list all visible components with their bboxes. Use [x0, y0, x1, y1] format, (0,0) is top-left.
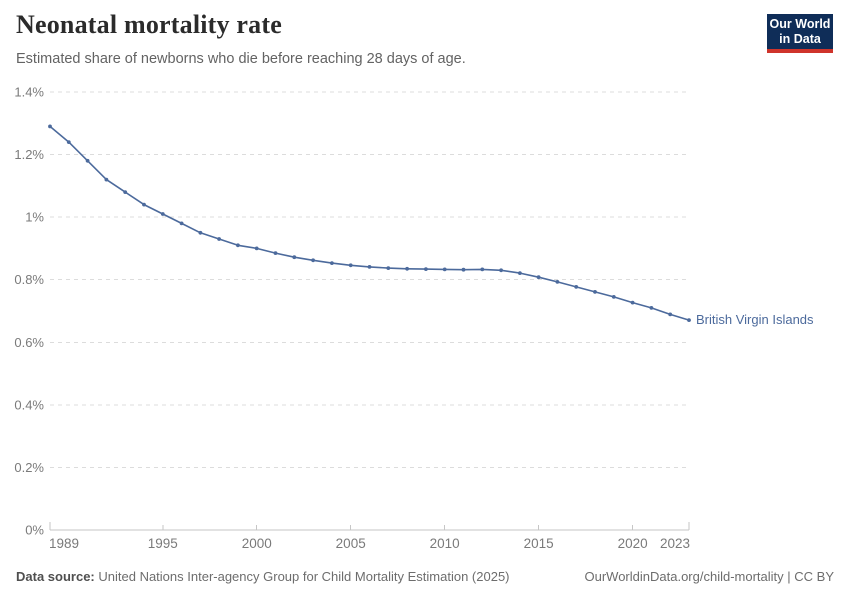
- data-point[interactable]: [593, 290, 597, 294]
- data-point[interactable]: [123, 190, 128, 195]
- data-point[interactable]: [348, 263, 353, 268]
- data-source-text: United Nations Inter-agency Group for Ch…: [98, 569, 510, 584]
- data-point[interactable]: [630, 300, 635, 305]
- data-point[interactable]: [424, 267, 428, 271]
- y-tick-label: 1.2%: [14, 147, 44, 162]
- y-tick-label: 0.4%: [14, 397, 44, 412]
- data-point[interactable]: [179, 221, 184, 226]
- x-tick-label: 2020: [618, 536, 648, 551]
- data-line[interactable]: [49, 125, 690, 321]
- data-point[interactable]: [217, 237, 222, 241]
- data-point[interactable]: [311, 258, 315, 263]
- data-point[interactable]: [48, 124, 52, 129]
- owid-logo[interactable]: Our World in Data: [767, 14, 833, 53]
- data-point[interactable]: [480, 267, 485, 272]
- data-point[interactable]: [254, 246, 259, 251]
- data-point[interactable]: [160, 212, 165, 216]
- data-point[interactable]: [386, 266, 391, 270]
- data-point[interactable]: [66, 140, 71, 145]
- x-tick-label: 2005: [336, 536, 366, 551]
- chart-footer: Data source: United Nations Inter-agency…: [16, 569, 834, 584]
- data-point[interactable]: [236, 243, 240, 248]
- y-tick-label: 1.4%: [14, 85, 44, 100]
- owid-logo-line2: in Data: [779, 31, 821, 46]
- x-tick-label: 2015: [524, 536, 554, 551]
- x-tick-label: 1995: [148, 536, 178, 551]
- data-point[interactable]: [611, 295, 616, 299]
- data-source-label: Data source:: [16, 569, 95, 584]
- data-point[interactable]: [198, 230, 203, 235]
- data-point[interactable]: [461, 267, 466, 272]
- data-point[interactable]: [104, 177, 109, 182]
- chart-subtitle: Estimated share of newborns who die befo…: [16, 51, 466, 67]
- owid-logo-line1: Our World: [769, 16, 831, 31]
- x-tick-label: 2010: [430, 536, 460, 551]
- entity-label[interactable]: British Virgin Islands: [696, 312, 814, 328]
- y-tick-label: 0%: [25, 523, 44, 538]
- data-source: Data source: United Nations Inter-agency…: [16, 569, 510, 584]
- data-point[interactable]: [536, 275, 541, 280]
- data-point[interactable]: [292, 255, 297, 260]
- data-point[interactable]: [555, 280, 560, 284]
- y-tick-label: 0.2%: [14, 460, 44, 475]
- x-tick-label: 1989: [49, 536, 79, 551]
- footer-link[interactable]: OurWorldinData.org/child-mortality | CC …: [584, 569, 835, 584]
- x-tick-label: 2023: [660, 536, 690, 551]
- data-point[interactable]: [649, 306, 654, 310]
- data-point[interactable]: [442, 267, 447, 272]
- data-point[interactable]: [142, 202, 146, 207]
- data-point[interactable]: [499, 268, 503, 273]
- page-title: Neonatal mortality rate: [16, 10, 282, 39]
- data-point[interactable]: [668, 312, 673, 317]
- data-point[interactable]: [273, 251, 278, 256]
- data-point[interactable]: [367, 265, 372, 269]
- data-point[interactable]: [687, 318, 691, 322]
- data-point[interactable]: [574, 285, 579, 289]
- x-tick-label: 2000: [242, 536, 272, 551]
- data-point[interactable]: [405, 266, 409, 271]
- y-tick-label: 0.8%: [14, 272, 44, 287]
- y-tick-label: 1%: [25, 210, 44, 225]
- data-point[interactable]: [85, 158, 90, 163]
- y-tick-label: 0.6%: [14, 335, 44, 350]
- data-point[interactable]: [518, 271, 522, 275]
- data-point[interactable]: [330, 261, 334, 265]
